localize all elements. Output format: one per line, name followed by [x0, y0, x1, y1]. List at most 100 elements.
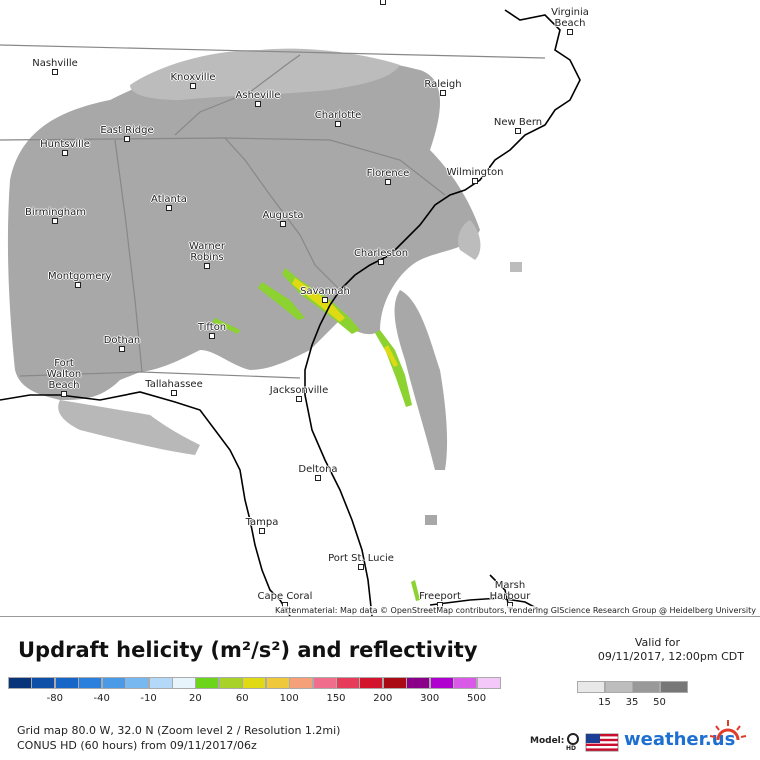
city-marker	[515, 128, 521, 134]
tick-label: 300	[420, 693, 440, 704]
city-label: Charlotte	[314, 110, 362, 121]
tick-label: 20	[189, 693, 202, 704]
city-label: Huntsville	[40, 139, 90, 150]
color-swatch	[429, 677, 454, 689]
color-swatch	[78, 677, 103, 689]
city-label: Tallahassee	[145, 379, 203, 390]
tick-label: 150	[326, 693, 346, 704]
city-label: Dothan	[103, 335, 141, 346]
city-marker	[472, 178, 478, 184]
city-marker	[322, 297, 328, 303]
city-label: Wilmington	[446, 167, 504, 178]
reflectivity-scale: 15 35 50	[577, 681, 688, 711]
color-swatch	[8, 677, 32, 689]
city-marker	[385, 179, 391, 185]
city-label: Nashville	[32, 58, 78, 69]
city-label: Charleston	[353, 248, 409, 259]
city-marker	[280, 221, 286, 227]
city-label: Warner Robins	[189, 241, 225, 263]
city-marker	[335, 121, 341, 127]
color-swatch	[476, 677, 501, 689]
color-swatch	[125, 677, 150, 689]
run-info: CONUS HD (60 hours) from 09/11/2017/06z	[17, 739, 257, 752]
city-label: Port St. Lucie	[328, 553, 394, 564]
city-label: Cape Coral	[257, 591, 313, 602]
city-label: Fort Walton Beach	[46, 358, 82, 391]
color-swatch	[336, 677, 360, 689]
city-label: East Ridge	[100, 125, 154, 136]
valid-time: 09/11/2017, 12:00pm CDT	[597, 650, 744, 663]
city-marker	[171, 390, 177, 396]
color-swatch	[218, 677, 243, 689]
color-swatch	[31, 677, 56, 689]
color-swatch	[195, 677, 220, 689]
color-swatch	[382, 677, 407, 689]
city-label: Marsh Harbour	[489, 580, 531, 602]
city-marker	[52, 69, 58, 75]
city-marker	[358, 564, 364, 570]
city-label: Virginia Beach	[551, 7, 589, 29]
city-marker	[255, 101, 261, 107]
grid-info: Grid map 80.0 W, 32.0 N (Zoom level 2 / …	[17, 724, 341, 737]
city-marker	[378, 259, 384, 265]
color-swatch	[453, 677, 478, 689]
city-marker	[259, 528, 265, 534]
tick-label: -10	[140, 693, 157, 704]
city-marker	[204, 263, 210, 269]
tick-label: 200	[373, 693, 393, 704]
color-swatch	[242, 677, 267, 689]
tick-label: 100	[279, 693, 299, 704]
model-label: Model:	[530, 736, 565, 746]
city-marker	[119, 346, 125, 352]
city-marker	[75, 282, 81, 288]
city-marker	[209, 333, 215, 339]
model-badge: HD	[566, 745, 577, 752]
city-label: Montgomery	[48, 271, 112, 282]
helicity-scale: -80 -40 -10 20 60 100 150 200 300 500	[8, 677, 501, 707]
color-swatch	[289, 677, 314, 689]
color-swatch	[359, 677, 384, 689]
tick-label: 50	[653, 697, 666, 708]
city-marker	[296, 396, 302, 402]
tick-label: -40	[93, 693, 110, 704]
city-marker	[567, 29, 573, 35]
city-label: Asheville	[235, 90, 281, 101]
city-label: Tifton	[197, 322, 227, 333]
city-marker	[315, 475, 321, 481]
city-label: New Bern	[493, 117, 543, 128]
tick-label: 60	[235, 693, 249, 704]
color-swatch	[406, 677, 431, 689]
color-swatch	[312, 677, 337, 689]
city-marker	[52, 218, 58, 224]
color-swatch	[577, 681, 605, 693]
city-marker	[124, 136, 130, 142]
brand-sun	[709, 720, 747, 741]
city-label: Tampa	[245, 517, 279, 528]
city-marker	[190, 83, 196, 89]
color-swatch	[632, 681, 660, 693]
state-borders	[0, 44, 546, 379]
city-marker	[166, 205, 172, 211]
valid-label: Valid for	[634, 636, 680, 649]
city-marker	[62, 150, 68, 156]
color-swatch	[604, 681, 633, 693]
color-swatch	[172, 677, 196, 689]
color-swatch	[148, 677, 173, 689]
tick-label: 500	[467, 693, 487, 704]
map-canvas	[0, 9, 581, 616]
city-label: Atlanta	[151, 194, 187, 205]
city-label: Knoxville	[170, 72, 216, 83]
tick-label: 35	[625, 697, 639, 708]
helicity-streaks	[212, 268, 420, 601]
legend-title: Updraft helicity (m²/s²) and reflectivit…	[18, 638, 478, 662]
tick-label: -80	[46, 693, 64, 704]
brand: weather.us	[624, 729, 736, 750]
city-label: Birmingham	[25, 207, 86, 218]
attribution: Kartenmaterial: Map data © OpenStreetMap…	[272, 606, 758, 615]
color-swatch	[659, 681, 688, 693]
tick-label: 15	[598, 697, 611, 708]
city-label: Raleigh	[424, 79, 462, 90]
city-label: Augusta	[262, 210, 304, 221]
city-label: Florence	[366, 168, 410, 179]
